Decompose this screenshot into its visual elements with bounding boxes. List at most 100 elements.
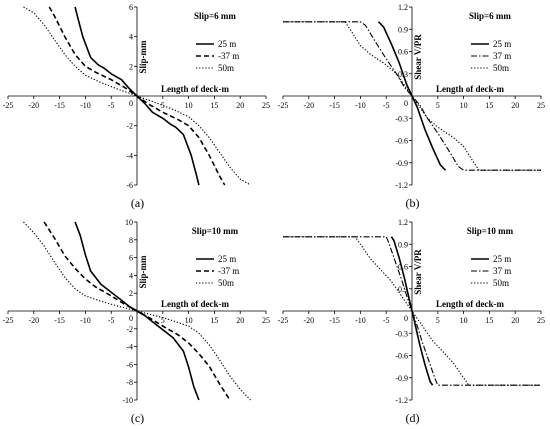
chart-svg: -25 -20 -15 -10 -5 5 10 15 20 25 -10 -8 -6 -4 -2 2 4 6 8 10… [3,218,270,405]
x-tick-label: 25 [262,101,270,110]
chart-svg: -25 -20 -15 -10 -5 5 10 15 20 25 -1.2 -0.9 -0.6 -0.3 0… [278,3,545,190]
x-tick-label: 25 [537,101,545,110]
origin-tick-label: 0 [129,99,133,108]
x-axis-label: Length of deck-m [161,84,229,94]
slip-annotation: Slip=10 mm [192,226,239,236]
series-line-2 [283,21,541,171]
slip-annotation: Slip=6 mm [469,11,511,21]
legend-label-2: -37 m [218,266,239,276]
x-tick-label: -20 [303,316,314,325]
x-tick-label: 25 [262,316,270,325]
series-line-3 [23,6,251,186]
x-tick-label: 10 [460,101,468,110]
series-line-1 [377,21,447,171]
x-tick-label: 10 [460,316,468,325]
x-axis-label: Length of deck-m [161,299,229,309]
x-tick-label: 20 [511,316,519,325]
y-tick-label: 0.9 [398,25,408,34]
x-tick-label: -20 [303,101,314,110]
legend-label-1: 25 m [493,39,511,49]
y-tick-label: -6 [126,181,133,190]
x-tick-label: -20 [28,316,39,325]
origin-tick-label: 0 [404,99,408,108]
y-tick-label: 8 [129,236,133,245]
legend-label-1: 25 m [218,254,236,264]
x-tick-label: -5 [383,101,390,110]
y-tick-label: -1.2 [395,181,408,190]
caption-b: (b) [405,196,420,210]
y-tick-label: 2 [129,62,133,71]
caption-c: (c) [130,411,145,425]
legend-label-2: -37 m [218,51,239,61]
legend-label-1: 25 m [493,254,511,264]
x-tick-label: 20 [511,101,519,110]
series-line-2 [48,6,226,186]
legend-label-3: 50m [493,278,509,288]
y-tick-label: 10 [125,218,133,227]
y-axis-label: Slip-mm [138,40,148,74]
y-tick-label: -1.2 [395,396,408,405]
x-tick-label: 15 [210,316,218,325]
x-tick-label: -15 [54,101,65,110]
chart-panel-d: -25 -20 -15 -10 -5 5 10 15 20 25 -1.2 -0.9 -0.6 -0.3 0… [275,215,550,407]
series-line-3 [283,236,541,386]
y-tick-label: -0.9 [395,159,408,168]
y-tick-label: 4 [129,271,133,280]
caption-a: (a) [130,196,145,210]
chart-panel-b: -25 -20 -15 -10 -5 5 10 15 20 25 -1.2 -0.9 -0.6 -0.3 0… [275,0,550,192]
chart-svg: -25 -20 -15 -10 -5 5 10 15 20 25 -6 -4 -2 2 4 6 0 Length … [3,3,270,190]
y-tick-label: -4 [126,151,133,160]
x-axis-label: Length of deck-m [436,299,504,309]
x-tick-label: -5 [383,316,390,325]
x-tick-label: -20 [28,101,39,110]
legend-label-2: 37 m [493,266,511,276]
x-tick-label: 15 [485,316,493,325]
x-tick-label: -25 [278,101,289,110]
y-tick-label: -0.3 [395,114,408,123]
x-tick-label: 10 [185,316,193,325]
y-tick-label: 0.3 [398,285,408,294]
x-tick-label: 20 [236,101,244,110]
chart-panel-a: -25 -20 -15 -10 -5 5 10 15 20 25 -6 -4 -2 2 4 6 0 Length … [0,0,275,192]
y-tick-label: -2 [126,325,133,334]
x-axis-label: Length of deck-m [436,84,504,94]
y-tick-label: 0.9 [398,240,408,249]
x-tick-label: 15 [210,101,218,110]
x-tick-label: -25 [3,101,14,110]
x-tick-label: -25 [278,316,289,325]
series-line-2 [283,236,541,386]
y-tick-label: -0.6 [395,352,408,361]
y-axis-label: Shear V/PR [413,34,423,80]
origin-tick-label: 0 [404,314,408,323]
x-tick-label: 5 [161,101,165,110]
x-tick-label: 5 [436,316,440,325]
y-tick-label: -2 [126,122,133,131]
y-tick-label: 4 [129,33,133,42]
x-tick-label: -10 [355,101,366,110]
series-line-2 [43,221,231,401]
x-tick-label: -5 [108,316,115,325]
legend-label-3: 50m [218,278,234,288]
y-tick-label: 1.2 [398,3,408,12]
slip-annotation: Slip=6 mm [194,11,236,21]
y-axis-label: Shear V/PR [413,249,423,295]
x-tick-label: 25 [537,316,545,325]
series-line-3 [23,221,251,401]
y-tick-label: -6 [126,360,133,369]
caption-d: (d) [405,411,420,425]
x-tick-label: -15 [329,101,340,110]
y-tick-label: -8 [126,378,133,387]
slip-annotation: Slip=10 mm [467,226,514,236]
x-tick-label: -25 [3,316,14,325]
y-tick-label: -0.9 [395,374,408,383]
x-tick-label: 20 [236,316,244,325]
y-tick-label: 0.6 [398,263,408,272]
series-line-3 [283,21,541,171]
x-tick-label: 15 [485,101,493,110]
legend-label-3: 50m [493,63,509,73]
x-tick-label: -5 [108,101,115,110]
legend-label-1: 25 m [218,39,236,49]
y-tick-label: -0.3 [395,329,408,338]
y-tick-label: 2 [129,289,133,298]
x-tick-label: -10 [355,316,366,325]
